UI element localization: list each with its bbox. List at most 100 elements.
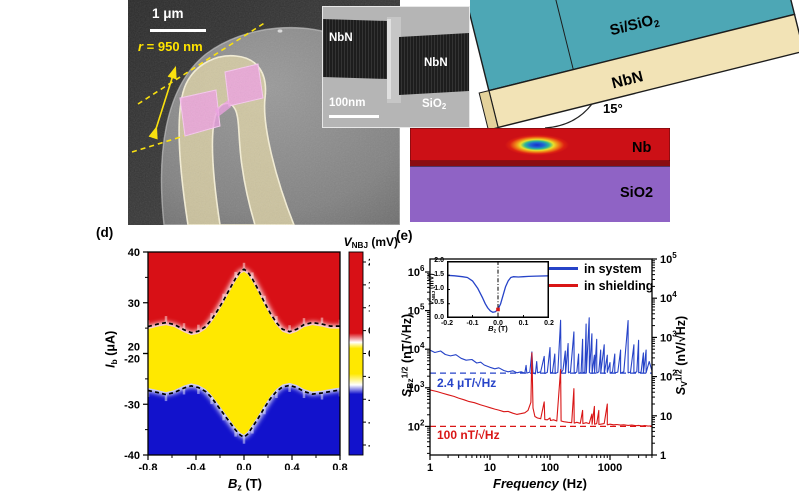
colorbar-tick-label: -1.5 bbox=[368, 417, 370, 429]
sem-scalebar-label: 1 μm bbox=[152, 6, 184, 22]
series-in-shielding bbox=[430, 352, 652, 427]
sub-shape: z bbox=[237, 482, 242, 493]
ref-label-system-noise: 2.4 μT/√Hz bbox=[437, 376, 497, 390]
tem-image bbox=[323, 7, 469, 127]
x-tick-label: 1 bbox=[427, 462, 433, 474]
y-tick-label: -20 bbox=[124, 354, 140, 366]
i-shape: S bbox=[673, 386, 688, 396]
schematic-angle-arc bbox=[544, 103, 593, 129]
inset-y-tick-label: 1.5 bbox=[434, 270, 444, 278]
sub-shape: b bbox=[108, 359, 119, 365]
d-xlabel: Bz (T) bbox=[200, 476, 290, 493]
sub-shape: V bbox=[679, 381, 690, 387]
legend-row-in-system: in system bbox=[548, 260, 653, 277]
inset-y-tick-label: 0.5 bbox=[434, 299, 444, 307]
hotspot bbox=[505, 134, 569, 156]
x-tick-label: -0.4 bbox=[187, 462, 207, 470]
tem-sio2-base: SiO bbox=[422, 98, 442, 110]
colorbar-tick-label: 0.0 bbox=[368, 348, 370, 360]
sem-radius-value: = 950 nm bbox=[143, 39, 203, 54]
schematic-seam bbox=[536, 0, 574, 70]
span-shape: (mV) bbox=[368, 235, 398, 249]
y-tick-label: 40 bbox=[128, 247, 140, 259]
y-tick-label: -30 bbox=[124, 399, 140, 411]
colorbar bbox=[348, 251, 364, 456]
map-zero-voltage-region bbox=[148, 271, 340, 435]
ref-label-shielding-noise: 100 nT/√Hz bbox=[437, 428, 500, 442]
inset-x-tick-label: -0.2 bbox=[440, 320, 454, 327]
i-shape: Frequency bbox=[493, 476, 559, 491]
span-shape: (Hz) bbox=[558, 476, 587, 491]
colorbar-tick-label: -0.5 bbox=[368, 371, 370, 383]
nb-layer-bottom bbox=[410, 161, 670, 166]
e-inset-ylabel: VNBJ (mV) bbox=[429, 259, 438, 319]
i-shape: S bbox=[399, 388, 414, 398]
sub-shape: z bbox=[493, 328, 497, 335]
span-shape: (mV) bbox=[428, 273, 436, 291]
colorbar-tick-label: 0.5 bbox=[368, 325, 370, 337]
y-tick-label: 20 bbox=[128, 342, 140, 354]
colorbar-tick-label: 1.5 bbox=[368, 279, 370, 291]
y-tick-label-right: 1 bbox=[660, 450, 666, 462]
inset-marker bbox=[496, 307, 500, 312]
tspan-shape: 6 bbox=[420, 264, 425, 273]
tspan-shape: 2 bbox=[653, 18, 661, 30]
tem-inset-panel: NbN NbN SiO2 100nm bbox=[322, 6, 470, 128]
tspan-shape: 2 bbox=[420, 418, 425, 427]
inset-y-tick-label: 0.0 bbox=[434, 313, 444, 321]
inset-y-tick-label: 2.0 bbox=[434, 256, 444, 264]
span-shape: (nV/√Hz) bbox=[673, 315, 688, 370]
e-inset-xlabel: Bz (T) bbox=[473, 324, 523, 335]
sub-shape: NBJ bbox=[351, 241, 368, 251]
panel-e-letter: (e) bbox=[396, 228, 413, 243]
tspan-shape: 4 bbox=[420, 341, 425, 350]
e-ylabel-left: SBz1/2 (nT/√Hz) bbox=[399, 295, 416, 415]
tspan-shape: 5 bbox=[420, 303, 425, 312]
legend-line-blue bbox=[548, 267, 578, 270]
sup-shape: 1/2 bbox=[673, 369, 684, 382]
tem-film-right bbox=[399, 33, 469, 95]
e-xlabel: Frequency (Hz) bbox=[460, 476, 620, 491]
tem-sio2-label: SiO2 bbox=[422, 98, 446, 112]
schematic-angle-label: 15° bbox=[603, 101, 623, 116]
tem-scalebar-label: 100nm bbox=[329, 97, 366, 109]
map-negative-region bbox=[148, 382, 340, 455]
i-shape: V bbox=[428, 300, 436, 306]
x-tick-label: 1000 bbox=[598, 462, 622, 474]
legend-label-in-shielding: in shielding bbox=[584, 278, 654, 293]
x-tick-label: 0.0 bbox=[236, 462, 251, 470]
inset-x-tick-label: 0.1 bbox=[518, 320, 529, 327]
tem-sio2-sub: 2 bbox=[441, 102, 447, 112]
sio2-label: SiO2 bbox=[620, 185, 653, 201]
upper-critical-current-line bbox=[147, 268, 340, 334]
y-tick-label-right: 105 bbox=[660, 251, 677, 266]
tem-pillar bbox=[387, 19, 391, 99]
y-tick-label: -40 bbox=[124, 450, 140, 462]
sem-scalebar-text: 1 μm bbox=[152, 6, 184, 21]
i-shape: B bbox=[488, 324, 494, 333]
tem-scalebar-line bbox=[329, 115, 379, 118]
sem-radius-label: r = 950 nm bbox=[138, 39, 203, 54]
colorbar-tick-label: -1.0 bbox=[368, 394, 370, 406]
i-shape: I bbox=[103, 364, 118, 368]
nb-label: Nb bbox=[632, 140, 651, 156]
i-shape: B bbox=[227, 476, 238, 491]
d-colorbar-label: VNBJ (mV) bbox=[308, 235, 398, 251]
panel-d-letter: (d) bbox=[96, 225, 114, 240]
e-inset-plot bbox=[447, 261, 549, 318]
critical-current-map-plot: -0.8 -0.4 0.0 0.4 0.8 40 30 20-20 -30 -40 2.0 1.5 1.… bbox=[124, 247, 370, 470]
cross-section-panel: Nb SiO2 bbox=[409, 127, 671, 222]
tspan-shape: 3 bbox=[672, 329, 677, 338]
inset-y-tick-label: 1.0 bbox=[434, 285, 444, 292]
sem-scalebar-line bbox=[150, 29, 206, 32]
sub-shape: Bz bbox=[405, 378, 416, 389]
inset-x-tick-label: 0.0 bbox=[493, 320, 503, 327]
span-shape: (T) bbox=[241, 476, 263, 491]
inset-x-tick-label: 0.2 bbox=[544, 320, 554, 327]
span-shape: (nT/√Hz) bbox=[399, 313, 414, 367]
e-ylabel-right: SV1/2 (nV/√Hz) bbox=[673, 295, 690, 415]
tspan-shape: 3 bbox=[420, 380, 425, 389]
i-shape: V bbox=[343, 235, 352, 249]
